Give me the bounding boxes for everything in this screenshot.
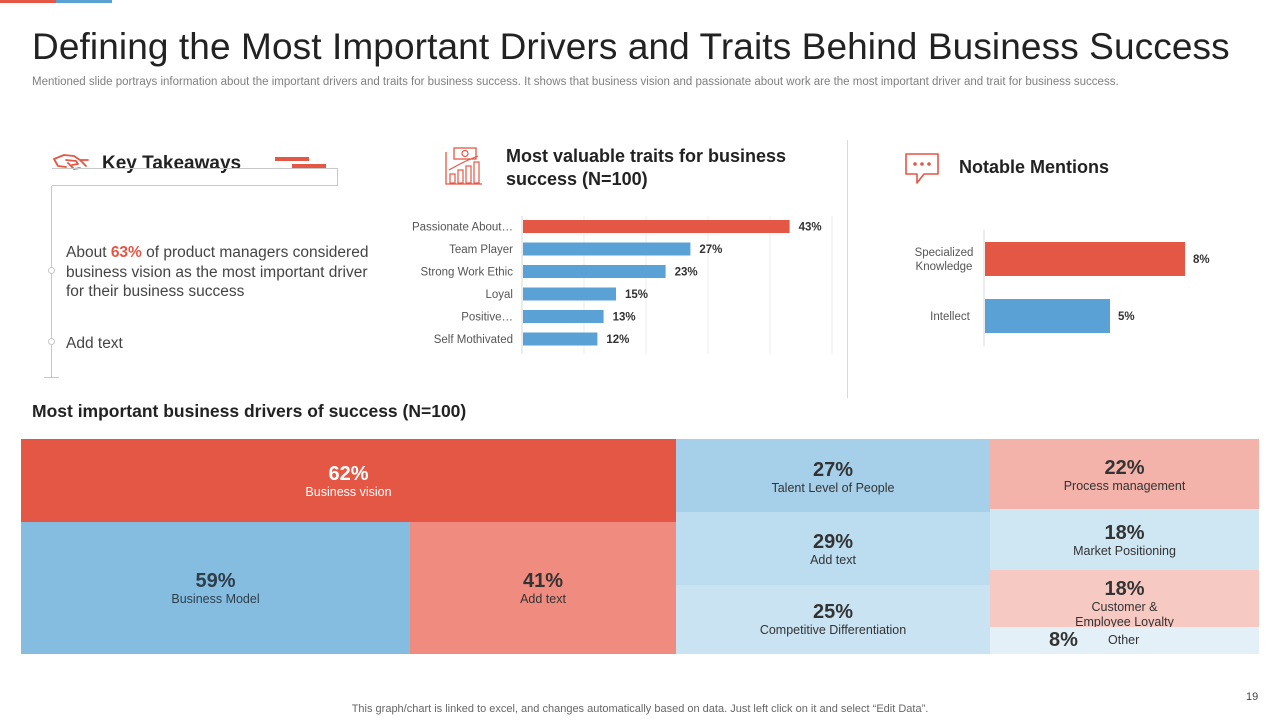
footer-note: This graph/chart is linked to excel, and…: [351, 703, 929, 715]
decorative-dash: [292, 164, 326, 168]
drivers-heading: Most important business drivers of succe…: [32, 401, 467, 421]
mention-value-label: 8%: [1193, 254, 1210, 266]
page-subtitle: Mentioned slide portrays information abo…: [32, 76, 1119, 88]
driver-cell-competitive: 25% Competitive Differentiation: [676, 585, 990, 654]
driver-label: Talent Level of People: [771, 481, 895, 495]
driver-label: Market Positioning: [1073, 544, 1176, 558]
driver-cell-talent: 27% Talent Level of People: [676, 439, 990, 512]
driver-label: Customer & Employee Loyalty: [1075, 600, 1174, 629]
trait-bar: [523, 310, 604, 323]
trait-bar: [523, 242, 691, 256]
driver-value: 27%: [812, 459, 854, 481]
money-chart-icon: [445, 147, 482, 185]
trait-value-label: 23%: [675, 267, 698, 279]
trait-bar: [523, 220, 790, 233]
driver-value: 59%: [195, 570, 236, 592]
driver-value: 62%: [328, 463, 369, 485]
trait-category-label: Team Player: [449, 244, 513, 256]
driver-cell-process: 22% Process management: [990, 439, 1259, 509]
driver-label: Other: [1108, 633, 1140, 647]
trait-category-label: Strong Work Ethic: [421, 267, 514, 279]
driver-value: 22%: [1104, 457, 1145, 479]
driver-value: 41%: [522, 570, 564, 592]
driver-label: Business vision: [305, 485, 392, 499]
trait-category-label: Passionate About…: [412, 222, 513, 234]
driver-cell-business-model: 59% Business Model: [21, 522, 410, 654]
mention-bar: [985, 299, 1110, 333]
timeline-line: [51, 186, 52, 378]
trait-category-label: Positive…: [461, 312, 513, 324]
mentions-heading: Notable Mentions: [959, 157, 1110, 177]
drivers-treemap: 62% Business vision 59% Business Model 41% Ad…: [21, 439, 1259, 654]
accent-bar-blue: [56, 0, 112, 3]
driver-label: Competitive Differentiation: [759, 623, 907, 637]
timeline-dot: [48, 338, 55, 345]
trait-category-label: Loyal: [486, 289, 514, 301]
driver-label: Add text: [810, 553, 856, 567]
driver-value: 18%: [1104, 578, 1145, 600]
mention-value-label: 5%: [1118, 311, 1135, 323]
takeaway-point-1: About 63% of product managers considered…: [66, 243, 376, 302]
takeaway-highlight: 63%: [110, 244, 142, 261]
mention-category-label: Intellect: [930, 311, 970, 323]
driver-cell-loyalty: 18% Customer & Employee Loyalty: [990, 570, 1259, 629]
trait-value-label: 12%: [606, 334, 629, 346]
driver-value: 29%: [812, 531, 854, 553]
accent-bar-red: [0, 0, 56, 3]
trait-category-label: Self Mothivated: [434, 334, 513, 346]
driver-label: Add text: [520, 592, 566, 606]
trait-value-label: 13%: [613, 312, 636, 324]
trait-value-label: 27%: [699, 244, 722, 256]
decorative-dash: [275, 157, 309, 161]
page-number: 19: [1246, 691, 1259, 703]
driver-cell-business-vision: 62% Business vision: [21, 439, 676, 522]
traits-heading: Most valuable traits for business succes…: [506, 146, 787, 189]
trait-bar: [523, 332, 598, 346]
driver-label: Process management: [1063, 479, 1186, 493]
driver-cell-add-text-2: 29% Add text: [676, 512, 990, 585]
page-title: Defining the Most Important Drivers and …: [32, 26, 1230, 67]
takeaways-frame: [52, 168, 338, 186]
trait-value-label: 15%: [625, 289, 648, 301]
takeaway-prefix: About: [66, 244, 111, 261]
handshake-icon: [53, 154, 89, 170]
driver-cell-market: 18% Market Positioning: [990, 509, 1259, 570]
driver-label: Business Model: [171, 592, 260, 606]
mention-bar: [985, 242, 1185, 276]
driver-value: 25%: [812, 601, 854, 623]
driver-cell-other: 8% Other: [990, 627, 1259, 654]
trait-bar: [523, 287, 616, 301]
speech-bubble-icon: [905, 153, 939, 184]
mentions-bar-chart: Specialized Knowledge 8% Intellect 5%: [915, 230, 1210, 346]
mention-category-label: Specialized Knowledge: [915, 247, 974, 273]
timeline-dot: [48, 267, 55, 274]
trait-value-label: 43%: [799, 222, 822, 234]
trait-bar: [523, 265, 666, 278]
driver-value: 18%: [1104, 522, 1145, 544]
timeline-base: [44, 377, 59, 378]
section-divider: [847, 140, 848, 398]
driver-cell-add-text: 41% Add text: [410, 522, 676, 654]
traits-bar-chart: Passionate About… 43% Team Player 27% Strong…: [412, 216, 833, 354]
takeaway-suffix: of product managers considered business …: [66, 244, 369, 300]
driver-value: 8%: [1049, 629, 1078, 651]
takeaway-point-2: Add text: [66, 335, 123, 352]
